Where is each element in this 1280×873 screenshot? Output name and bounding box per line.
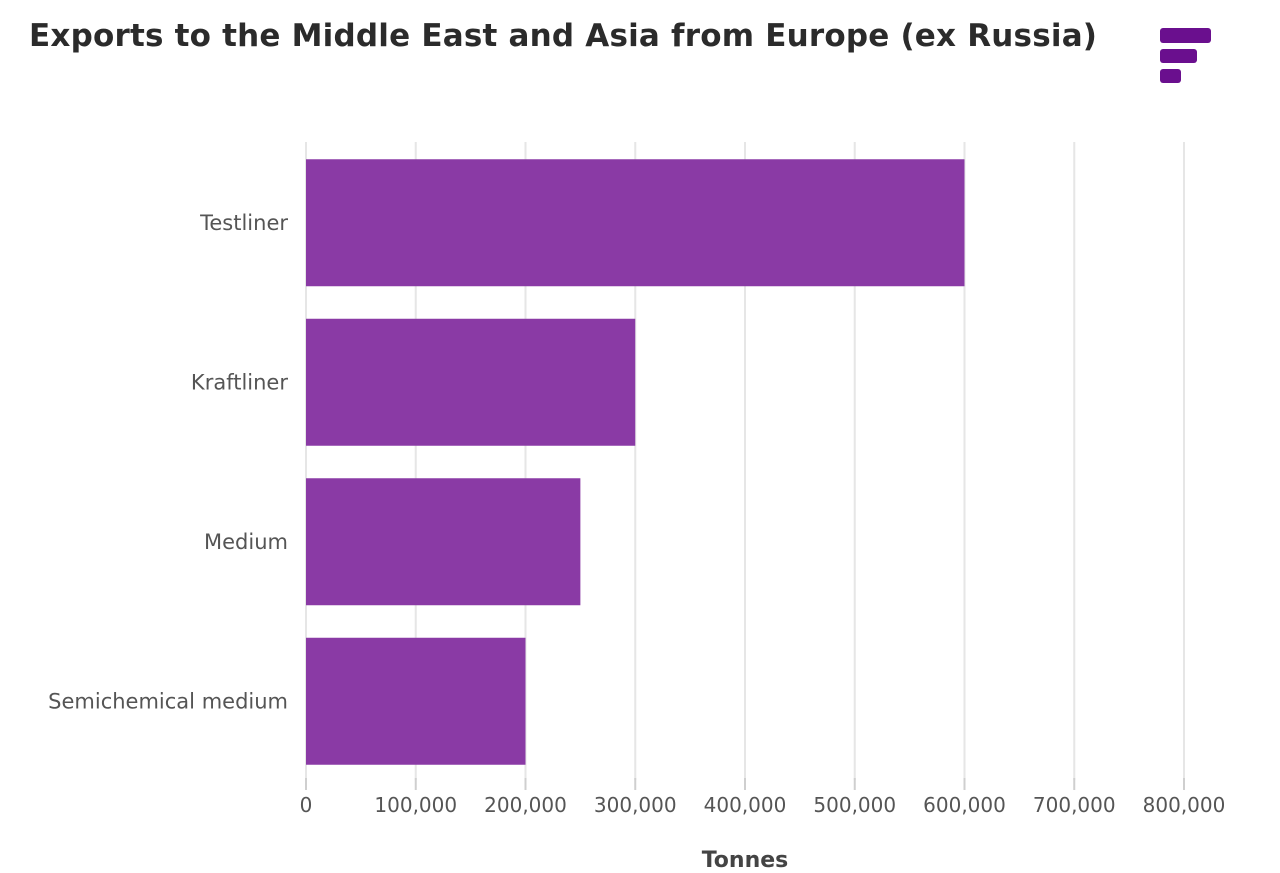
x-tick-label: 800,000 [1143, 793, 1226, 817]
x-tick-label: 0 [300, 793, 313, 817]
x-tick-label: 600,000 [923, 793, 1006, 817]
brand-logo [1159, 27, 1215, 87]
x-tick-label: 500,000 [813, 793, 896, 817]
x-tick-label: 100,000 [374, 793, 457, 817]
x-tick-label: 300,000 [594, 793, 677, 817]
x-tick-label: 700,000 [1033, 793, 1116, 817]
bar-semichemical-medium [306, 637, 526, 765]
x-tick-labels: 0 100,000 200,000 300,000 400,000 500,000 600,… [300, 793, 1226, 817]
category-label: Medium [204, 530, 288, 554]
bar-testliner [306, 159, 965, 287]
category-labels: Testliner Kraftliner Medium Semichemical me… [48, 211, 288, 714]
bar-kraftliner [306, 318, 636, 446]
bar-medium [306, 478, 581, 606]
brand-bars-icon [1160, 28, 1211, 83]
x-tick-label: 200,000 [484, 793, 567, 817]
x-axis-title: Tonnes [702, 848, 789, 873]
x-tick-label: 400,000 [704, 793, 787, 817]
category-label: Semichemical medium [48, 689, 288, 713]
bars [306, 159, 965, 765]
category-label: Kraftliner [191, 370, 288, 394]
chart-title: Exports to the Middle East and Asia from… [29, 18, 1098, 54]
category-label: Testliner [199, 211, 288, 235]
